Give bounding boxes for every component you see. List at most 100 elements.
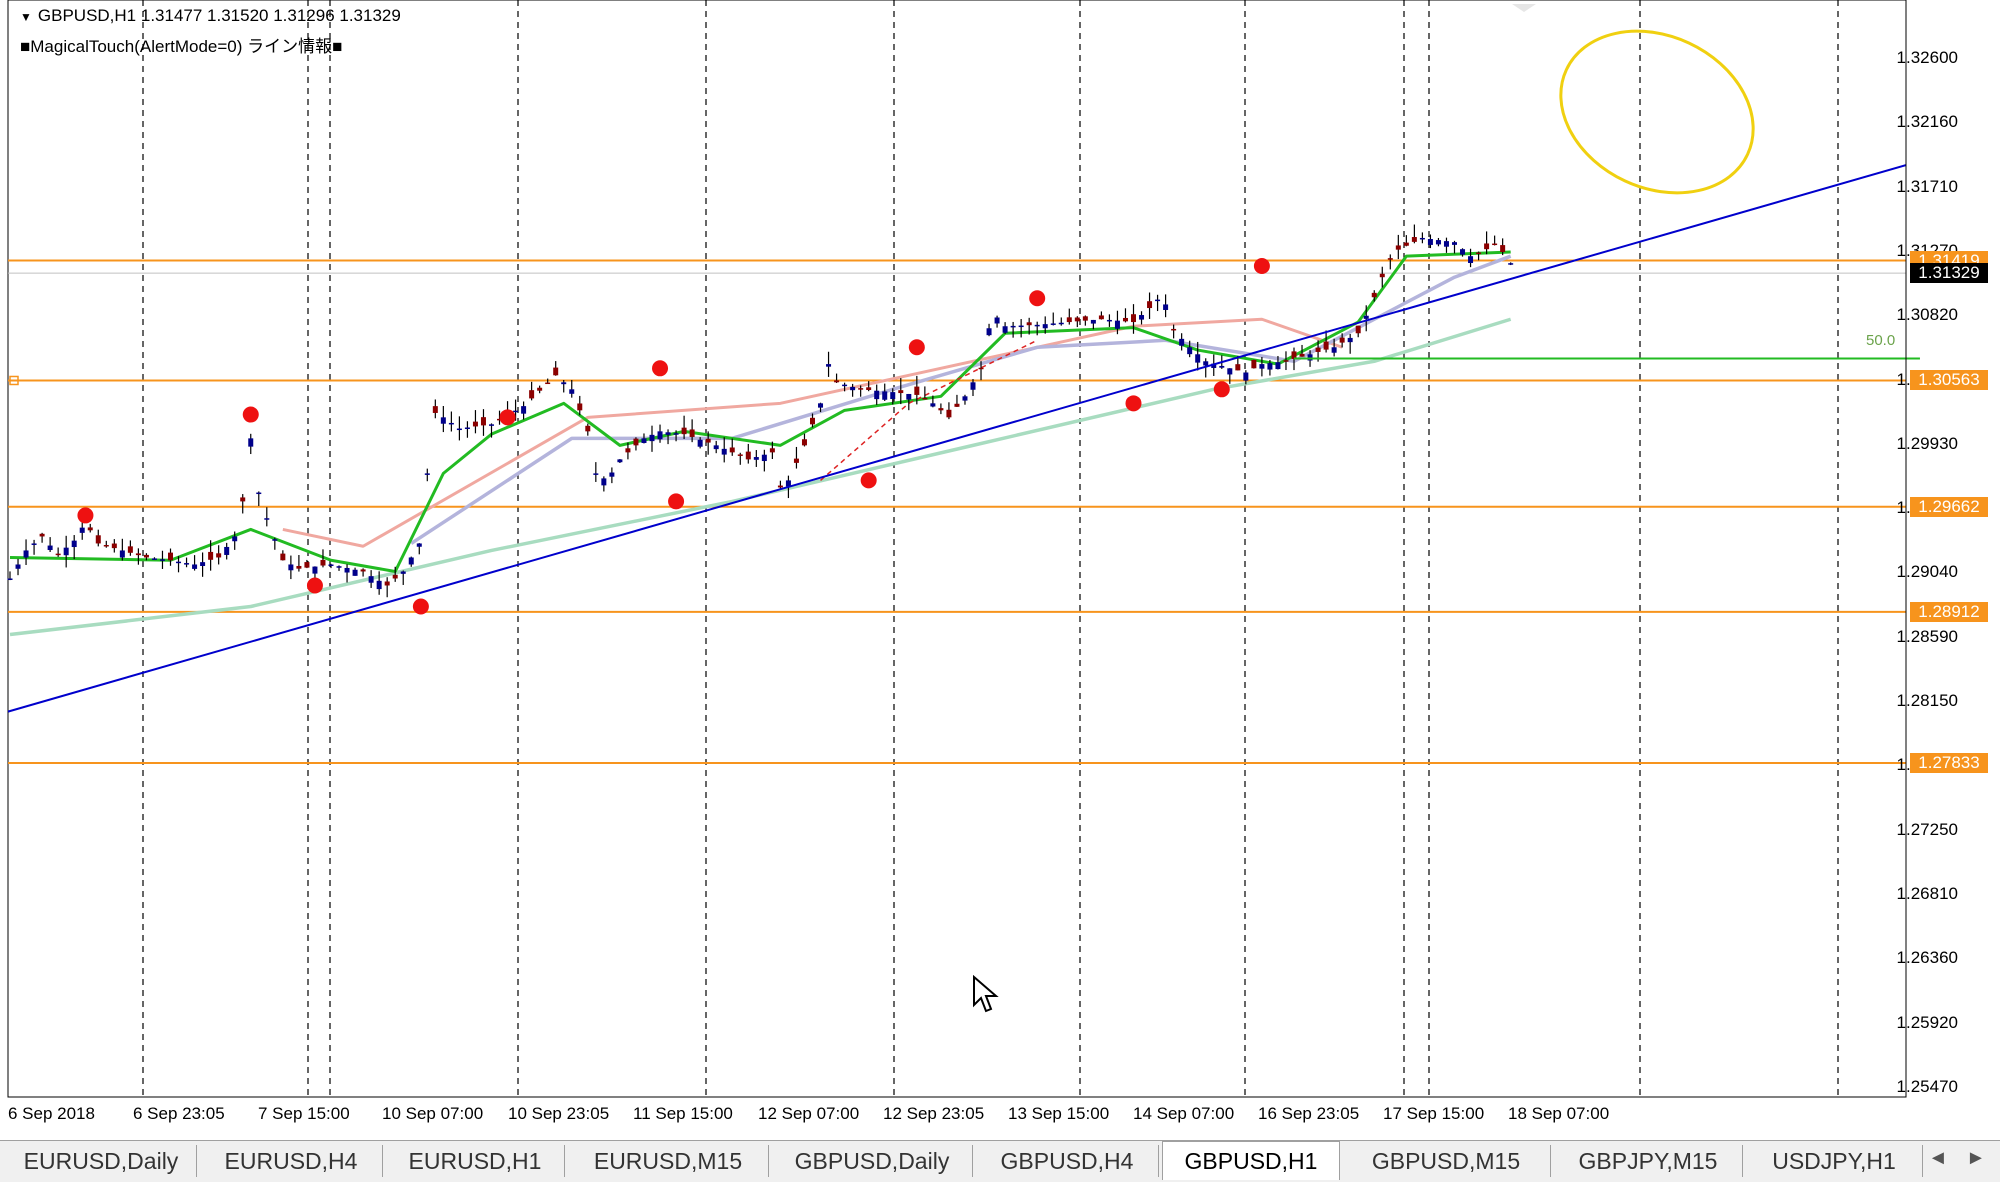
candle-body (1460, 249, 1466, 255)
fibo-level-label: 50.0 (1866, 332, 1896, 349)
candle-body (1363, 315, 1369, 319)
candle-body (930, 403, 936, 407)
time-axis-label: 6 Sep 23:05 (133, 1104, 225, 1123)
price-chart[interactable] (0, 0, 2000, 1140)
candle-body (1427, 239, 1433, 245)
candle-body (103, 544, 109, 547)
candle-body (224, 546, 230, 555)
candle-body (954, 403, 960, 407)
candle-body (264, 518, 270, 520)
tab-scroll-left-icon[interactable]: ◄ (1928, 1147, 1948, 1169)
candle-body (1155, 299, 1161, 302)
tab-scroll-right-icon[interactable]: ► (1966, 1147, 1986, 1169)
price-axis-label: 1.32600 (1896, 48, 1958, 67)
candle-body (248, 438, 254, 447)
candle-body (866, 387, 872, 391)
candle-body (609, 472, 615, 477)
candle-body (705, 438, 711, 443)
candle-body (119, 550, 125, 558)
candle-body (521, 406, 527, 414)
chart-tab-gbpusd-h4[interactable]: GBPUSD,H4 (976, 1145, 1159, 1177)
candle-body (23, 550, 29, 558)
time-axis-label: 12 Sep 23:05 (883, 1104, 985, 1123)
candle-body (721, 448, 727, 455)
candle-body (1171, 328, 1177, 331)
chart-tab-bar: EURUSD,Daily EURUSD,H4 EURUSD,H1 EURUSD,M15… (0, 1140, 2000, 1182)
touch-marker-dot (242, 406, 259, 423)
candle-body (1187, 347, 1193, 355)
level-anchor-marker (9, 375, 19, 386)
candle-body (777, 485, 783, 488)
chart-window[interactable]: ▼ GBPUSD,H1 1.31477 1.31520 1.31296 1.313… (0, 0, 2000, 1140)
chart-tab-gbpusd-daily[interactable]: GBPUSD,Daily (772, 1145, 973, 1177)
chart-tab-gbpusd-h1[interactable]: GBPUSD,H1 (1162, 1141, 1340, 1180)
candle-body (569, 389, 575, 394)
touch-markers (77, 257, 1270, 615)
collapse-triangle-icon[interactable]: ▼ (20, 10, 32, 24)
candle-body (561, 382, 567, 385)
chart-tab-eurusd-m15[interactable]: EURUSD,M15 (568, 1145, 769, 1177)
candle-body (1066, 317, 1072, 323)
candle-body (400, 571, 406, 574)
candle-body (344, 567, 350, 573)
price-axis-label: 1.30820 (1896, 305, 1958, 325)
candle-body (55, 553, 61, 556)
ma-red-line (282, 317, 1343, 548)
touch-marker-dot (1213, 381, 1230, 398)
candle-body (1106, 319, 1112, 322)
trendline[interactable] (7, 164, 1907, 713)
candle-body (71, 540, 77, 548)
chart-tab-eurusd-h1[interactable]: EURUSD,H1 (386, 1145, 565, 1177)
scroll-marker-icon[interactable] (1512, 4, 1536, 12)
candle-body (1082, 316, 1088, 321)
chart-tab-eurusd-h4[interactable]: EURUSD,H4 (200, 1145, 383, 1177)
candle-body (745, 451, 751, 460)
candle-body (1508, 263, 1514, 265)
symbol-header: ▼ GBPUSD,H1 1.31477 1.31520 1.31296 1.313… (20, 6, 401, 26)
candle-body (513, 410, 519, 413)
chart-tab-gbpusd-m15[interactable]: GBPUSD,M15 (1342, 1145, 1551, 1177)
candle-body (914, 386, 920, 395)
candle-body (1267, 363, 1273, 370)
trendline-group[interactable] (7, 164, 1920, 713)
candle-body (1331, 347, 1337, 353)
level-price-tag: 1.30563 (1910, 370, 1988, 391)
candle-body (1219, 365, 1225, 368)
candle-body (713, 445, 719, 450)
candle-body (1315, 347, 1321, 352)
candle-body (553, 367, 559, 376)
candle-body (1443, 241, 1449, 247)
candle-body (874, 390, 880, 400)
candle-body (440, 417, 446, 424)
candle-body (1058, 322, 1064, 325)
candle-body (761, 454, 767, 462)
candle-body (1452, 242, 1457, 245)
candle-body (962, 396, 968, 401)
candle-body (79, 527, 85, 533)
level-price-tag: 1.28912 (1910, 601, 1988, 622)
candle-body (1500, 245, 1506, 252)
candle-body (769, 448, 775, 453)
highlight-ellipse[interactable] (1534, 1, 1779, 223)
candle-body (1050, 323, 1056, 325)
candle-body (529, 390, 535, 399)
candle-body (368, 576, 374, 583)
candle-body (585, 425, 591, 432)
candle-body (176, 561, 182, 564)
candle-body (1042, 324, 1048, 329)
candle-body (151, 558, 157, 560)
touch-marker-dot (1029, 290, 1046, 307)
candle-body (360, 569, 366, 572)
candle-body (47, 545, 53, 551)
candle-body (1275, 362, 1281, 370)
candle-body (1243, 372, 1249, 381)
candle-body (986, 328, 992, 336)
candle-body (842, 384, 848, 387)
chart-tab-eurusd-daily[interactable]: EURUSD,Daily (6, 1145, 197, 1177)
candle-body (1227, 368, 1233, 375)
candle-body (785, 480, 791, 487)
candle-body (970, 382, 976, 390)
chart-tab-usdjpy-h1[interactable]: USDJPY,H1 (1746, 1145, 1923, 1177)
candle-body (1387, 258, 1393, 260)
chart-tab-gbpjpy-m15[interactable]: GBPJPY,M15 (1554, 1145, 1743, 1177)
